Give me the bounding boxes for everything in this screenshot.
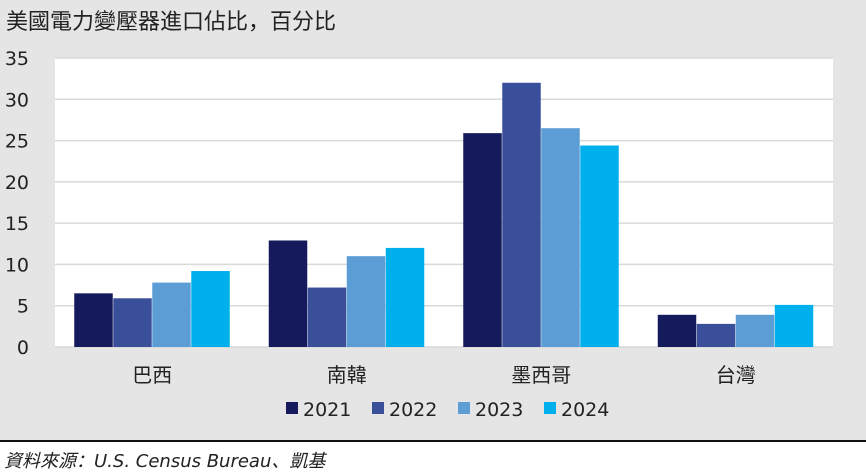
bar-2021-3 bbox=[657, 314, 697, 347]
bar-2022-1 bbox=[307, 287, 347, 347]
source-note: 資料來源：U.S. Census Bureau、凱基 bbox=[4, 451, 326, 472]
bar-2023-0 bbox=[152, 282, 191, 347]
bar-2022-2 bbox=[502, 82, 541, 348]
x-category-label: 台灣 bbox=[716, 363, 756, 387]
bar-2021-2 bbox=[463, 133, 502, 347]
y-tick-label: 5 bbox=[17, 296, 29, 318]
y-tick-label: 30 bbox=[5, 89, 29, 111]
legend-swatch-2024 bbox=[544, 402, 556, 414]
y-axis-ticks: 0 5 10 15 20 25 30 35 bbox=[5, 48, 29, 359]
y-tick-label: 25 bbox=[5, 131, 29, 153]
bar-2021-0 bbox=[74, 293, 113, 347]
legend-label: 2023 bbox=[475, 399, 523, 421]
legend-swatch-2022 bbox=[372, 402, 384, 414]
bar-2023-2 bbox=[541, 128, 580, 347]
legend-swatch-2023 bbox=[458, 402, 470, 414]
legend: 2021 2022 2023 2024 bbox=[286, 399, 609, 421]
legend-swatch-2021 bbox=[286, 402, 298, 414]
x-axis-categories: 巴西 南韓 墨西哥 台灣 bbox=[132, 363, 756, 387]
bar-2024-3 bbox=[774, 304, 814, 347]
bar-2023-1 bbox=[346, 256, 386, 347]
bar-2024-0 bbox=[191, 271, 230, 347]
bar-2023-3 bbox=[735, 314, 775, 347]
bar-2024-1 bbox=[385, 247, 425, 347]
chart-title: 美國電力變壓器進口佔比，百分比 bbox=[6, 10, 337, 35]
y-tick-label: 15 bbox=[5, 213, 29, 235]
divider bbox=[0, 440, 866, 442]
y-tick-label: 20 bbox=[5, 172, 29, 194]
y-tick-label: 0 bbox=[17, 337, 29, 359]
bar-2021-1 bbox=[268, 240, 308, 347]
x-category-label: 南韓 bbox=[327, 363, 367, 387]
legend-label: 2021 bbox=[303, 399, 351, 421]
y-tick-label: 10 bbox=[5, 254, 29, 276]
bar-2022-0 bbox=[113, 298, 152, 347]
bar-2022-3 bbox=[696, 323, 736, 347]
x-category-label: 巴西 bbox=[132, 363, 172, 387]
y-tick-label: 35 bbox=[5, 48, 29, 70]
legend-label: 2024 bbox=[561, 399, 609, 421]
bar-2024-2 bbox=[580, 145, 619, 347]
legend-label: 2022 bbox=[389, 399, 437, 421]
bars bbox=[74, 82, 814, 348]
x-category-label: 墨西哥 bbox=[511, 363, 571, 387]
